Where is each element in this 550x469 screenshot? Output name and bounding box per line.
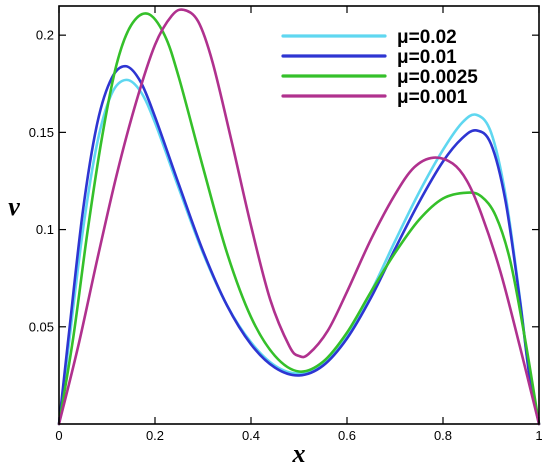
legend-label-3: μ=0.0025 — [397, 67, 478, 88]
plot-frame — [58, 5, 540, 425]
legend-label-2: μ=0.01 — [397, 47, 457, 68]
series-line-4 — [57, 8, 541, 426]
y-tick-label: 0.2 — [36, 28, 54, 43]
y-tick-label: 0.05 — [29, 319, 54, 334]
x-axis-title: x — [292, 439, 306, 468]
x-tick-label: 0 — [55, 428, 62, 443]
y-axis-title: v — [8, 192, 20, 221]
series-line-2 — [57, 64, 541, 426]
ticks-layer: 0 0.2 0.4 0.6 0.8 1 0.05 0.1 0.15 0.2 — [29, 6, 543, 443]
x-tick-label: 1 — [535, 428, 542, 443]
legend-label-1: μ=0.02 — [397, 27, 457, 48]
y-tick-label: 0.15 — [29, 125, 54, 140]
x-tick-label: 0.6 — [338, 428, 356, 443]
x-tick-label: 0.8 — [434, 428, 452, 443]
x-tick-label: 0.2 — [146, 428, 164, 443]
legend-label-4: μ=0.001 — [397, 87, 468, 108]
y-tick-label: 0.1 — [36, 222, 54, 237]
series-line-3 — [57, 12, 541, 426]
curves-layer — [57, 8, 541, 426]
x-tick-label: 0.4 — [242, 428, 260, 443]
series-line-1 — [57, 78, 541, 426]
